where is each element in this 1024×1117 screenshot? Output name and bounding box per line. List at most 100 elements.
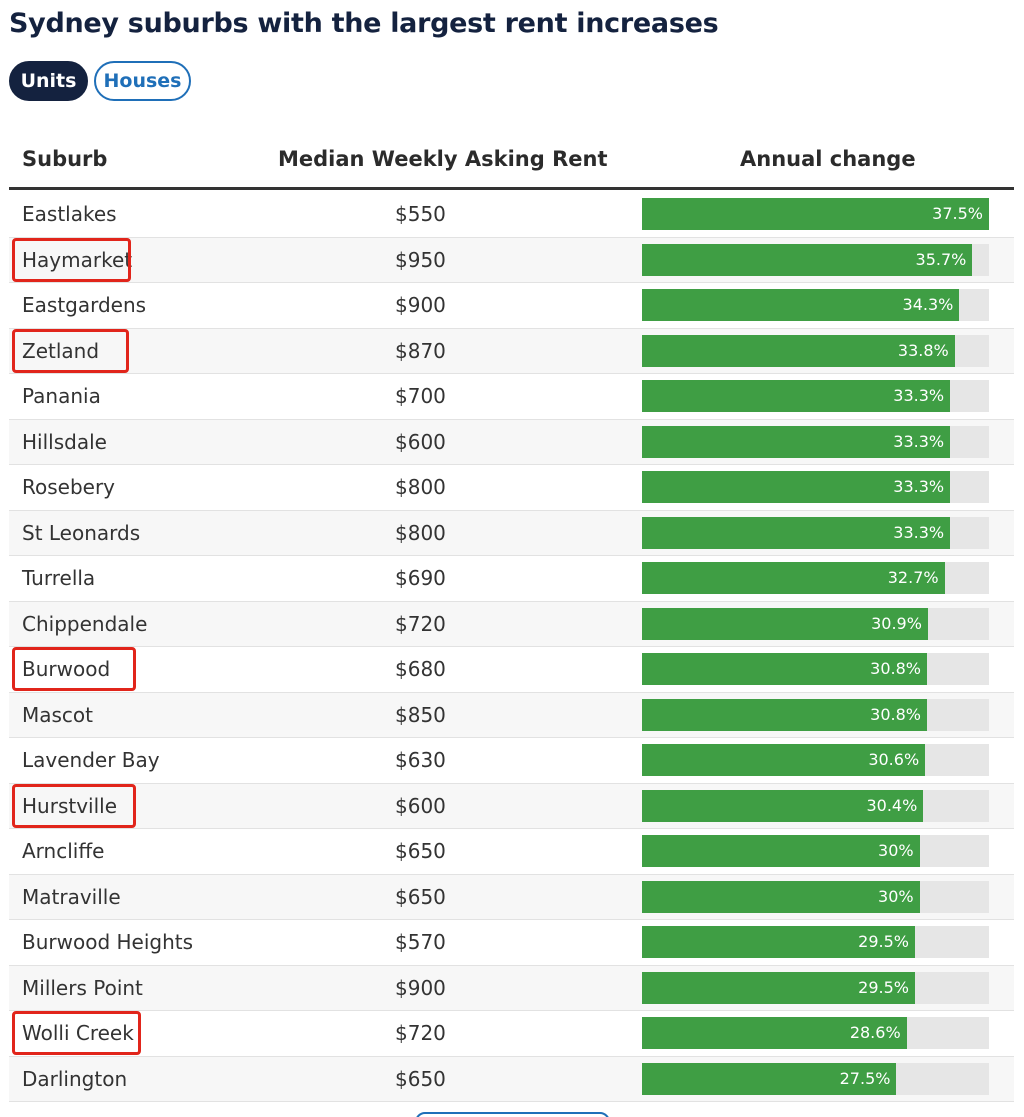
change-bar-label: 33.8%: [897, 340, 949, 360]
change-bar: 33.3%: [642, 471, 951, 503]
change-bar-label: 30.9%: [871, 613, 922, 633]
column-header-rent[interactable]: Median Weekly Asking Rent: [278, 147, 608, 171]
table-row: Burwood $680 30.8%: [9, 647, 1014, 693]
rent-cell: $650: [395, 839, 446, 863]
rent-cell: $720: [395, 611, 446, 636]
suburb-cell: Burwood: [22, 657, 111, 681]
change-bar-label: 30.8%: [870, 704, 921, 724]
rent-cell: $680: [395, 657, 446, 681]
change-bar-track: 30.6%: [642, 744, 989, 776]
rent-cell: $800: [395, 475, 446, 499]
change-bar-track: 33.3%: [642, 380, 989, 412]
table-row: Burwood Heights $570 29.5%: [9, 920, 1014, 966]
rent-cell: $550: [395, 202, 446, 226]
change-bar-label: 33.3%: [893, 522, 945, 542]
change-bar: 33.8%: [642, 334, 955, 367]
rent-cell: $950: [395, 247, 446, 272]
change-bar-label: 33.3%: [893, 431, 945, 451]
change-bar-track: 30.8%: [642, 698, 989, 731]
change-bar-label: 35.7%: [915, 249, 967, 269]
change-bar: 34.3%: [642, 289, 960, 321]
suburb-cell: Lavender Bay: [22, 748, 160, 772]
change-bar-label: 27.5%: [839, 1068, 891, 1088]
rent-cell: $870: [395, 338, 446, 363]
change-bar-label: 32.7%: [887, 568, 939, 587]
suburb-cell: Mascot: [22, 702, 94, 727]
change-bar-label: 29.5%: [858, 977, 909, 997]
change-bar-track: 33.3%: [642, 471, 989, 503]
rent-cell: $700: [395, 384, 446, 408]
change-bar: 30.9%: [642, 607, 928, 640]
table-row: Wolli Creek $720 28.6%: [9, 1011, 1014, 1057]
change-bar: 30%: [642, 835, 920, 867]
change-bar-label: 34.3%: [902, 295, 954, 314]
suburb-cell: Eastgardens: [22, 293, 147, 317]
suburb-cell: Burwood Heights: [22, 930, 194, 954]
table-row: Mascot $850 30.8%: [9, 692, 1014, 738]
change-bar-track: 33.3%: [642, 425, 989, 458]
column-header-suburb[interactable]: Suburb: [22, 147, 108, 171]
change-bar-track: 30%: [642, 835, 989, 867]
change-bar: 30.8%: [642, 698, 927, 731]
suburb-cell: St Leonards: [22, 520, 141, 545]
change-bar-track: 30.8%: [642, 653, 989, 685]
change-bar-label: 30%: [878, 886, 914, 906]
change-bar: 29.5%: [642, 926, 915, 958]
rent-cell: $650: [395, 884, 446, 909]
table-body: Eastlakes $550 37.5% Haymarket $950 35.7% East…: [9, 192, 1014, 1102]
change-bar-track: 37.5%: [642, 198, 989, 230]
change-bar: 32.7%: [642, 562, 945, 594]
suburb-cell: Darlington: [22, 1066, 128, 1091]
change-bar-label: 30%: [878, 841, 914, 860]
change-bar-track: 33.8%: [642, 334, 989, 367]
suburb-cell: Hillsdale: [22, 429, 107, 454]
table-row: Panania $700 33.3%: [9, 374, 1014, 420]
table-header: Suburb Median Weekly Asking Rent Annual …: [9, 136, 1014, 190]
units-toggle-button[interactable]: Units: [9, 61, 88, 101]
rent-cell: $900: [395, 975, 446, 1000]
rent-cell: $690: [395, 566, 446, 590]
change-bar-track: 29.5%: [642, 926, 989, 958]
show-more-button[interactable]: [415, 1112, 610, 1117]
suburb-cell: Turrella: [22, 566, 96, 590]
rent-cell: $850: [395, 702, 446, 727]
change-bar-track: 30.9%: [642, 607, 989, 640]
table-row: Matraville $650 30%: [9, 874, 1014, 920]
rent-cell: $630: [395, 748, 446, 772]
change-bar: 27.5%: [642, 1062, 897, 1095]
change-bar: 33.3%: [642, 380, 951, 412]
table-row: Chippendale $720 30.9%: [9, 601, 1014, 647]
table-row: Hurstville $600 30.4%: [9, 783, 1014, 829]
change-bar-label: 37.5%: [932, 204, 983, 223]
change-bar: 30.4%: [642, 789, 924, 822]
change-bar-track: 29.5%: [642, 971, 989, 1004]
change-bar-track: 35.7%: [642, 243, 989, 276]
table-row: St Leonards $800 33.3%: [9, 510, 1014, 556]
change-bar: 28.6%: [642, 1017, 907, 1049]
change-bar: 33.3%: [642, 516, 951, 549]
suburb-cell: Matraville: [22, 884, 121, 909]
change-bar-label: 30.8%: [870, 659, 921, 678]
change-bar-track: 28.6%: [642, 1017, 989, 1049]
table-row: Haymarket $950 35.7%: [9, 237, 1014, 283]
column-header-change[interactable]: Annual change: [740, 147, 916, 171]
suburb-cell: Arncliffe: [22, 839, 105, 863]
rent-cell: $800: [395, 520, 446, 545]
suburb-cell: Wolli Creek: [22, 1021, 134, 1045]
table-row: Lavender Bay $630 30.6%: [9, 738, 1014, 784]
suburb-cell: Chippendale: [22, 611, 148, 636]
change-bar-label: 30.4%: [866, 795, 918, 815]
change-bar: 33.3%: [642, 425, 951, 458]
suburb-cell: Hurstville: [22, 793, 118, 818]
table-row: Eastgardens $900 34.3%: [9, 283, 1014, 329]
change-bar-label: 29.5%: [858, 932, 909, 951]
change-bar-track: 30.4%: [642, 789, 989, 822]
suburb-cell: Rosebery: [22, 475, 116, 499]
change-bar: 35.7%: [642, 243, 973, 276]
table-row: Rosebery $800 33.3%: [9, 465, 1014, 511]
change-bar: 29.5%: [642, 971, 915, 1004]
change-bar-track: 33.3%: [642, 516, 989, 549]
change-bar: 37.5%: [642, 198, 989, 230]
houses-toggle-button[interactable]: Houses: [94, 61, 191, 101]
rent-cell: $650: [395, 1066, 446, 1091]
